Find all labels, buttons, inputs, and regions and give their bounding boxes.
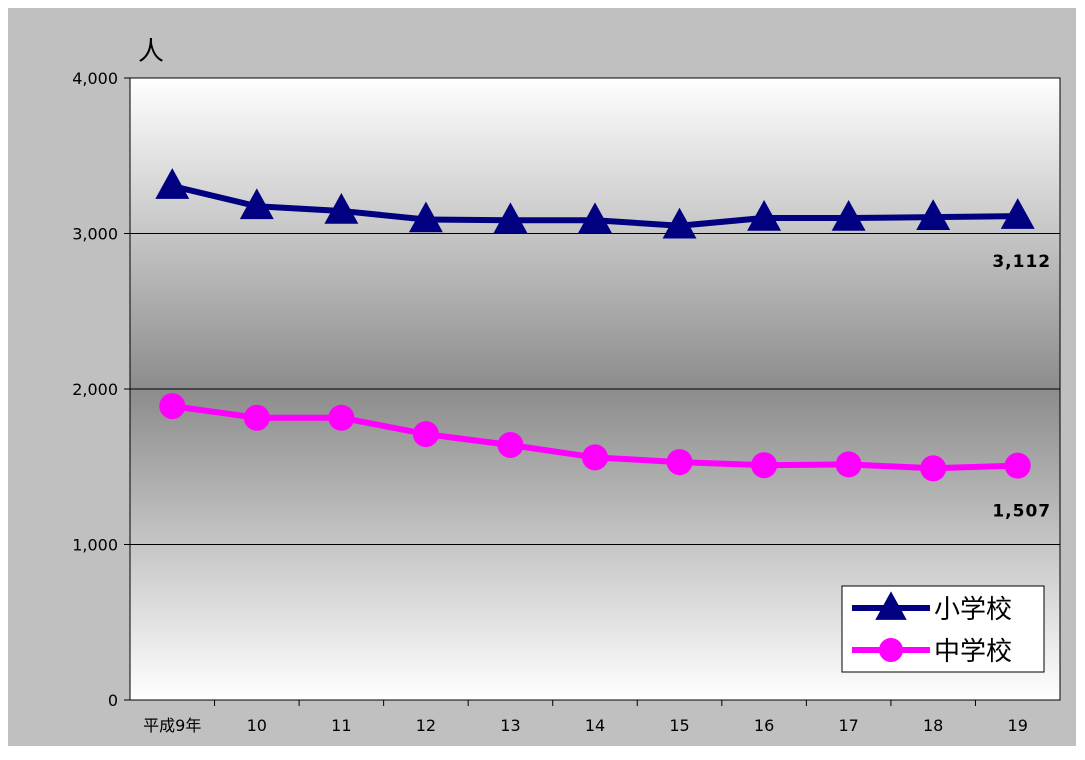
circle-point <box>835 451 862 478</box>
legend-circle-icon <box>879 638 903 662</box>
legend-label: 中学校 <box>934 637 1012 667</box>
circle-point <box>243 404 270 431</box>
x-tick-label: 平成9年 <box>143 716 201 735</box>
legend-box <box>841 585 1045 673</box>
y-tick-label: 2,000 <box>72 380 118 399</box>
circle-point <box>412 421 439 448</box>
triangle-point <box>578 202 612 234</box>
x-tick-label: 13 <box>500 716 520 735</box>
x-tick-label: 11 <box>331 716 351 735</box>
circle-point <box>666 449 693 476</box>
legend-label: 小学校 <box>934 595 1012 625</box>
triangle-point <box>493 202 528 234</box>
y-tick-label: 1,000 <box>72 536 118 555</box>
series-1: 3,112 <box>155 168 1051 272</box>
circle-point <box>328 404 355 431</box>
x-tick-label: 12 <box>416 716 436 735</box>
circle-point <box>751 452 778 479</box>
series-2: 1,507 <box>159 393 1051 522</box>
x-tick-label: 17 <box>838 716 858 735</box>
triangle-point <box>324 192 359 224</box>
data-label: 3,112 <box>992 252 1051 272</box>
circle-point <box>1004 452 1031 479</box>
circle-point <box>920 455 947 482</box>
data-label: 1,507 <box>992 502 1051 522</box>
y-axis: 人 0 1,000 2,000 3,000 4,000 <box>72 37 164 710</box>
y-tick-label: 0 <box>108 691 118 710</box>
triangle-point <box>408 201 443 233</box>
x-axis: 平成9年 10 11 12 13 14 15 16 17 18 19 <box>143 700 1028 735</box>
triangle-point <box>662 207 697 239</box>
triangle-point <box>831 199 866 231</box>
triangle-point <box>916 199 951 230</box>
gridlines <box>130 233 1060 545</box>
triangle-point <box>747 199 782 231</box>
circle-point <box>497 431 524 458</box>
x-tick-label: 16 <box>754 716 774 735</box>
circle-point <box>582 444 608 471</box>
x-tick-label: 19 <box>1008 716 1028 735</box>
y-tick-label: 3,000 <box>72 225 118 244</box>
triangle-point <box>1000 198 1035 229</box>
x-tick-label: 14 <box>585 716 605 735</box>
triangle-point <box>155 168 190 199</box>
y-axis-title: 人 <box>138 37 164 67</box>
legend-triangle-icon <box>875 591 907 620</box>
x-tick-label: 10 <box>247 716 267 735</box>
circle-point <box>159 393 186 420</box>
y-tick-label: 4,000 <box>72 69 118 88</box>
x-tick-label: 15 <box>669 716 689 735</box>
series-layer: 3,112 1,507 <box>155 168 1051 522</box>
x-tick-label: 18 <box>923 716 943 735</box>
triangle-point <box>239 188 274 220</box>
